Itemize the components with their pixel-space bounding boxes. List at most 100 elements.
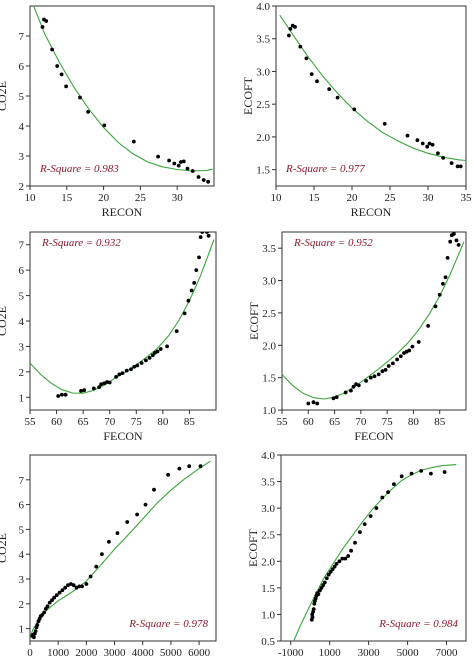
data-point — [391, 361, 395, 366]
data-point — [458, 164, 463, 169]
data-point — [135, 363, 140, 368]
data-point — [315, 79, 319, 84]
data-point — [155, 349, 160, 354]
data-point — [190, 169, 195, 173]
data-point — [206, 233, 211, 238]
data-point — [135, 512, 140, 517]
data-point — [311, 400, 316, 405]
data-point — [107, 539, 111, 544]
x-tick-label: 20 — [347, 192, 359, 204]
x-tick-label: 70 — [104, 416, 116, 428]
data-point — [335, 95, 340, 100]
data-point — [380, 495, 385, 500]
data-point — [327, 87, 332, 91]
data-point — [382, 121, 387, 126]
data-point — [399, 474, 404, 479]
x-tick-label: 4000 — [132, 647, 155, 659]
y-axis-title: CO2E — [0, 533, 9, 563]
data-point — [187, 464, 192, 469]
data-point — [186, 298, 191, 303]
data-point — [100, 552, 104, 557]
y-tick-label: 4 — [19, 549, 25, 561]
data-point — [198, 235, 203, 240]
data-point — [376, 372, 381, 377]
y-tick-label: 2.5 — [256, 99, 270, 111]
data-point — [66, 583, 70, 588]
x-axis-title: FECON — [103, 429, 143, 443]
y-tick-label: 6 — [19, 61, 25, 73]
data-point — [47, 600, 52, 605]
y-tick-label: 5 — [19, 91, 25, 103]
data-point — [429, 471, 433, 476]
data-point — [129, 367, 133, 372]
data-point — [430, 142, 435, 147]
data-point — [334, 395, 339, 399]
data-point — [201, 178, 206, 182]
x-tick-label: 60 — [51, 416, 63, 428]
data-point — [35, 623, 40, 627]
data-point — [60, 588, 65, 593]
y-tick-label: 2.5 — [262, 308, 276, 320]
data-point — [117, 372, 122, 377]
data-point — [124, 368, 129, 373]
data-point — [132, 364, 137, 369]
y-tick-label: 4 — [19, 316, 25, 328]
data-point — [174, 329, 179, 334]
data-point — [181, 159, 186, 164]
plot-frame — [281, 231, 467, 411]
data-point — [196, 175, 201, 179]
x-tick-label: 10 — [25, 192, 37, 204]
y-axis-title: CO2E — [0, 306, 9, 336]
data-point — [383, 368, 388, 372]
fit-curve — [293, 464, 457, 641]
data-point — [107, 380, 112, 385]
y-tick-label: 2.0 — [262, 340, 276, 352]
data-point — [45, 604, 50, 609]
r-square-annotation: R-Square = 0.932 — [41, 237, 121, 249]
y-tick-label: 1.5 — [262, 373, 276, 385]
plot-frame — [29, 454, 217, 642]
panel-fecon-co2e: 55 60 65 70 75 80 85 1 2 3 4 5 6 7 FECON CO2E R-Square =… — [0, 231, 217, 443]
x-tick-label: 10 — [271, 192, 283, 204]
data-point — [449, 161, 454, 166]
data-point — [165, 344, 170, 349]
data-point — [114, 375, 118, 379]
x-tick-label: 6000 — [188, 647, 211, 659]
data-point — [445, 256, 450, 260]
data-point — [60, 392, 64, 397]
y-tick-label: 6 — [19, 265, 25, 277]
data-point — [52, 595, 57, 600]
x-tick-label: 55 — [25, 416, 37, 428]
data-point — [346, 554, 351, 558]
y-tick-label: 5 — [19, 524, 25, 536]
data-point — [324, 576, 329, 581]
data-point — [189, 288, 194, 293]
data-point — [416, 340, 421, 344]
data-point — [198, 464, 203, 469]
data-point — [179, 160, 183, 164]
y-axis-title: ECOFT — [247, 301, 261, 340]
data-point — [176, 163, 181, 168]
data-point — [167, 158, 172, 163]
x-tick-label: 2000 — [75, 647, 98, 659]
data-point — [94, 564, 99, 569]
fit-curve — [279, 14, 466, 162]
data-point — [372, 374, 377, 379]
x-tick-label: 5000 — [397, 647, 420, 659]
data-point — [441, 281, 445, 286]
data-point — [374, 506, 379, 510]
data-point — [200, 232, 205, 234]
x-tick-label: 80 — [408, 416, 420, 428]
data-point — [288, 27, 293, 31]
data-point — [368, 375, 373, 380]
data-point — [59, 72, 64, 77]
data-point — [310, 615, 315, 619]
data-point — [356, 383, 361, 388]
data-point — [158, 347, 163, 351]
y-tick-label: 1.0 — [262, 405, 276, 417]
data-point — [77, 584, 82, 589]
data-point — [172, 161, 177, 166]
data-point — [405, 133, 410, 138]
x-tick-label: 65 — [78, 416, 90, 428]
y-tick-label: 0.5 — [261, 636, 275, 648]
